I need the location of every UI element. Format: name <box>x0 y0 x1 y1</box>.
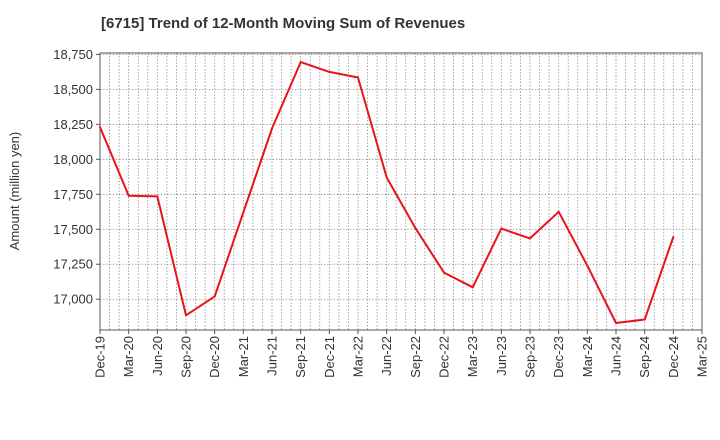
x-tick-label: Dec-23 <box>551 336 566 378</box>
x-tick-label: Dec-24 <box>666 336 681 378</box>
data-point <box>213 295 216 298</box>
data-point <box>385 176 388 179</box>
x-axis-ticks: Dec-19 Mar-20 Jun-20 Sep-20 Dec-20 Mar-21 Jun-… <box>93 330 710 378</box>
x-tick-label: Sep-23 <box>523 336 538 378</box>
x-tick-label: Jun-21 <box>265 336 280 376</box>
data-point <box>156 195 159 198</box>
data-point <box>242 211 245 214</box>
y-tick-label: 17,250 <box>53 257 93 272</box>
y-tick-label: 17,750 <box>53 187 93 202</box>
x-tick-label: Sep-20 <box>179 336 194 378</box>
data-point <box>557 210 560 213</box>
data-point <box>328 70 331 73</box>
x-tick-label: Mar-20 <box>121 336 136 377</box>
x-tick-label: Mar-24 <box>580 336 595 377</box>
x-tick-label: Mar-25 <box>695 336 710 377</box>
plot-area-frame <box>99 52 703 331</box>
data-point <box>443 271 445 274</box>
x-tick-label: Dec-19 <box>93 336 108 378</box>
y-tick-label: 17,000 <box>53 292 93 307</box>
chart-title: [6715] Trend of 12-Month Moving Sum of R… <box>101 15 466 32</box>
x-tick-label: Sep-24 <box>637 336 652 378</box>
data-point <box>471 286 474 289</box>
y-tick-label: 18,000 <box>53 152 93 167</box>
grid-lines <box>100 53 702 330</box>
y-axis-title: Amount (million yen) <box>7 132 22 251</box>
x-tick-label: Dec-22 <box>437 336 452 378</box>
x-tick-label: Jun-22 <box>379 336 394 376</box>
data-point <box>615 322 617 325</box>
y-tick-label: 18,750 <box>53 47 93 62</box>
data-point <box>414 226 417 229</box>
data-point <box>643 318 646 321</box>
series-layer <box>99 61 675 325</box>
x-tick-label: Mar-22 <box>351 336 366 377</box>
data-point <box>271 127 273 130</box>
data-point <box>357 76 359 79</box>
data-point <box>672 235 675 238</box>
x-tick-label: Mar-23 <box>465 336 480 377</box>
y-tick-label: 17,500 <box>53 222 93 237</box>
data-point <box>299 61 302 64</box>
x-tick-label: Sep-22 <box>408 336 423 378</box>
x-tick-label: Dec-21 <box>322 336 337 378</box>
data-point <box>99 126 101 129</box>
y-tick-label: 18,250 <box>53 117 93 132</box>
data-point <box>500 227 503 230</box>
y-tick-label: 18,500 <box>53 82 93 97</box>
x-tick-label: Jun-23 <box>494 336 509 376</box>
x-tick-label: Dec-20 <box>207 336 222 378</box>
x-tick-label: Mar-21 <box>236 336 251 377</box>
x-tick-label: Jun-24 <box>609 336 624 376</box>
data-point <box>127 194 130 197</box>
data-point <box>529 237 531 240</box>
data-point <box>586 264 589 267</box>
x-tick-label: Sep-21 <box>293 336 308 378</box>
x-tick-label: Jun-20 <box>150 336 165 376</box>
y-axis-ticks: 17,000 17,250 17,500 17,750 18,000 18,250 18,5… <box>53 47 100 307</box>
data-point <box>185 314 187 317</box>
